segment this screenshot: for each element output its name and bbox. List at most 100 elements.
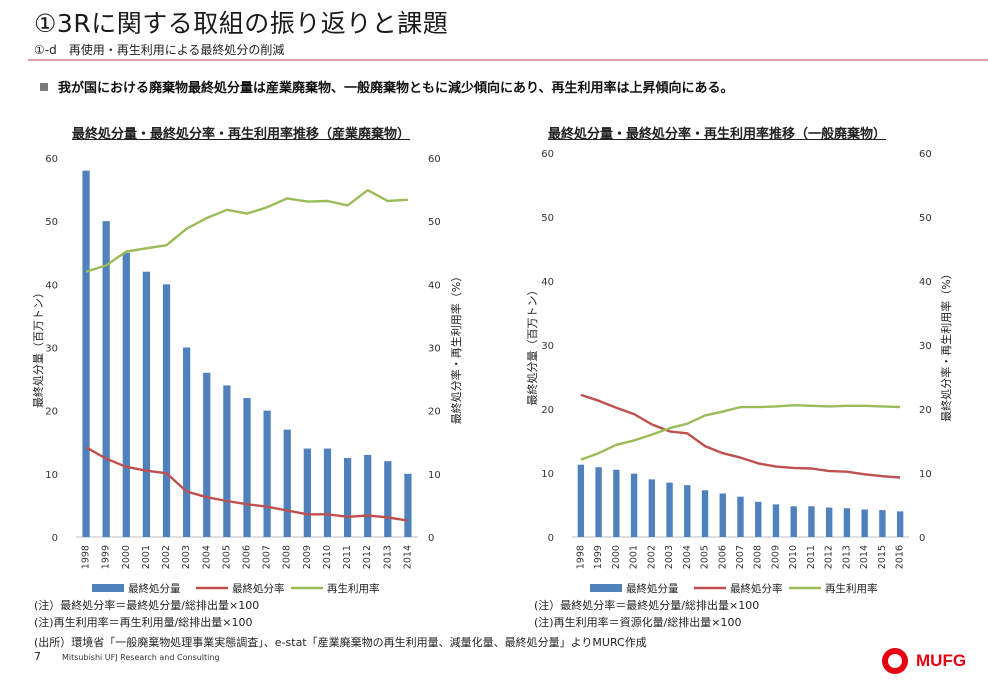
x-tick-label: 2010 [322,545,333,569]
y-left-tick-label: 60 [45,154,58,165]
bar-final-disposal [719,493,726,537]
x-tick-label: 1998 [81,545,92,569]
bar-final-disposal [82,170,90,537]
legend-swatch-bar [590,584,622,592]
bar-final-disposal [183,347,191,537]
header-divider [28,59,988,61]
y-left-axis-title: 最終処分量（百万トン） [525,285,539,406]
note-line: (注）最終処分率＝最終処分量/総排出量×100 [34,599,260,612]
bar-final-disposal [595,467,602,537]
bar-final-disposal [263,410,271,537]
legend-label: 再生利用率 [825,582,878,595]
bar-final-disposal [701,490,709,537]
y-right-tick-label: 20 [428,407,441,418]
bar-final-disposal [772,504,780,537]
y-right-tick-label: 20 [919,405,932,416]
x-tick-label: 1999 [101,545,112,569]
mufg-ring-icon [882,648,908,674]
x-tick-label: 2010 [788,545,799,569]
notes-industrial: (注）最終処分率＝最終処分量/総排出量×100 (注)再生利用率＝再生利用量/総… [34,597,259,631]
x-tick-label: 2001 [141,545,152,569]
x-tick-label: 2012 [824,545,835,569]
y-right-tick-label: 60 [428,154,441,165]
y-right-tick-label: 10 [919,469,932,480]
y-left-tick-label: 30 [541,341,554,352]
chart-municipal-svg: 0 0 10 10 20 20 30 30 40 40 50 50 60 60 1998 1999 2000 20… [525,149,953,595]
x-tick-label: 2001 [629,545,640,569]
legend-label: 最終処分率 [232,582,285,595]
y-right-tick-label: 50 [428,217,441,228]
bar-final-disposal [577,464,585,537]
note-line: (注）最終処分率＝最終処分量/総排出量×100 [534,599,760,612]
line-final-disposal-rate [580,393,901,479]
x-tick-label: 2013 [382,545,393,569]
bar-final-disposal [404,473,412,537]
legend-label: 最終処分量 [128,582,181,595]
bar-final-disposal [613,469,620,537]
y-left-tick-label: 10 [45,470,58,481]
lead-text: 我が国における廃棄物最終処分量は産業廃棄物、一般廃棄物ともに減少傾向にあり、再生… [58,81,734,96]
bar-final-disposal [162,284,171,537]
x-tick-label: 2000 [121,545,132,569]
y-left-tick-label: 20 [45,407,58,418]
y-left-tick-label: 0 [548,533,554,544]
bar-final-disposal [243,398,251,537]
y-right-tick-label: 30 [919,341,932,352]
y-right-tick-label: 50 [919,213,932,224]
source-note: (出所）環境省「一般廃棄物処理事業実態調査」、e-stat「産業廃棄物の再生利用… [34,636,647,649]
x-tick-label: 2005 [221,545,232,569]
x-tick-label: 1998 [575,545,586,569]
legend-swatch-bar [92,584,124,592]
x-tick-label: 2002 [161,545,172,569]
bar-final-disposal [323,448,332,537]
legend-label: 最終処分量 [626,582,679,595]
bar-final-disposal [843,508,851,537]
bar-final-disposal [737,496,744,537]
x-tick-label: 2009 [770,545,781,569]
bar-final-disposal [825,507,833,537]
x-tick-label: 2011 [806,545,817,569]
y-right-tick-label: 40 [428,280,441,291]
x-tick-label: 2007 [262,545,273,569]
chart-industrial-svg: 0 0 10 10 20 20 30 30 40 40 50 50 60 60 1998 1999 2000 20… [31,154,463,595]
line-recycling-rate [580,404,901,461]
bar-final-disposal [343,458,352,537]
legend-label: 最終処分率 [730,582,783,595]
x-tick-label: 2008 [753,545,764,569]
y-right-tick-label: 40 [919,277,932,288]
chart-title-industrial: 最終処分量・最終処分率・再生利用率推移（産業廃棄物） [72,127,411,142]
bar-final-disposal [203,372,211,537]
bar-final-disposal [384,461,392,537]
bar-final-disposal [896,511,904,537]
notes-municipal: (注）最終処分率＝最終処分量/総排出量×100 (注)再生利用率＝資源化量/総排… [534,597,759,631]
bar-final-disposal [142,271,151,537]
y-left-tick-label: 20 [541,405,554,416]
lead-statement: 我が国における廃棄物最終処分量は産業廃棄物、一般廃棄物ともに減少傾向にあり、再生… [40,77,733,96]
y-left-tick-label: 30 [45,344,58,355]
x-tick-label: 2015 [877,545,888,569]
y-right-tick-label: 10 [428,470,441,481]
y-left-axis-title: 最終処分量（百万トン） [31,287,45,408]
y-right-tick-label: 0 [919,533,925,544]
y-left-tick-label: 60 [541,149,554,160]
y-right-tick-label: 0 [428,533,434,544]
page-subtitle: ①-d 再使用・再生利用による最終処分の削減 [34,43,285,57]
x-tick-label: 2016 [895,545,906,569]
y-right-tick-label: 30 [428,344,441,355]
bar-final-disposal [879,510,886,537]
x-tick-label: 2000 [611,545,622,569]
x-tick-label: 1999 [593,545,604,569]
bar-final-disposal [808,506,815,537]
page-number: 7 [34,650,41,663]
page-title: ①3Rに関する取組の振り返りと課題 [34,9,449,38]
chart-industrial: 0 0 10 10 20 20 30 30 40 40 50 50 60 60 1998 1999 2000 20… [0,120,494,600]
bar-final-disposal [861,509,868,537]
bar-final-disposal [630,473,638,537]
x-tick-label: 2014 [859,545,870,569]
x-tick-label: 2006 [242,545,253,569]
x-tick-label: 2004 [201,545,212,569]
x-tick-label: 2002 [646,545,657,569]
x-tick-label: 2012 [362,545,373,569]
company-name: Mitsubishi UFJ Research and Consulting [62,653,220,662]
mufg-logo: MUFG [882,648,966,674]
